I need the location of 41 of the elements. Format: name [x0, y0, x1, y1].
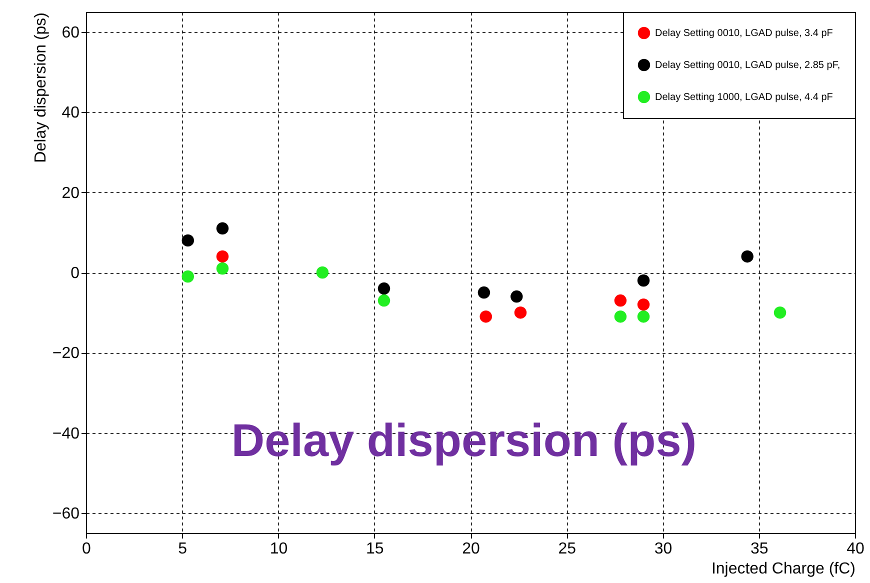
x-tick-label: 20	[462, 540, 480, 558]
x-tick-label: 5	[178, 540, 188, 558]
x-tick-label: 25	[558, 540, 576, 558]
x-tick-label: 40	[846, 540, 864, 558]
point	[637, 298, 650, 311]
point	[216, 262, 229, 275]
annotation: Delay dispersion (ps)	[231, 414, 697, 466]
point	[478, 286, 490, 299]
point	[378, 282, 390, 295]
x-tick-label: 35	[750, 540, 768, 558]
legend-label: Delay Setting 1000, LGAD pulse, 4.4 pF	[655, 92, 833, 103]
y-tick-label: −20	[52, 345, 80, 362]
y-tick-label: −40	[52, 425, 80, 442]
point	[514, 306, 527, 319]
point	[614, 294, 627, 307]
y-tick-label: 0	[70, 265, 80, 282]
point	[378, 294, 390, 307]
point	[614, 310, 627, 323]
legend-label: Delay Setting 0010, LGAD pulse, 3.4 pF	[655, 28, 833, 39]
x-tick-label: 30	[654, 540, 672, 558]
point	[510, 290, 523, 303]
y-tick-label: 40	[62, 104, 80, 122]
point	[741, 250, 754, 263]
point	[182, 270, 194, 283]
point	[480, 310, 492, 323]
point	[637, 310, 650, 323]
x-tick-label: 0	[82, 540, 92, 558]
y-tick-label: 60	[62, 24, 80, 42]
point	[182, 234, 194, 247]
point	[216, 222, 229, 235]
point	[216, 250, 229, 263]
point	[774, 306, 786, 319]
x-tick-label: 15	[366, 540, 384, 558]
legend-label: Delay Setting 0010, LGAD pulse, 2.85 pF,	[655, 60, 840, 71]
x-tick-label: 10	[270, 540, 288, 558]
y-tick-label: −60	[52, 505, 80, 522]
x-axis-title: Injected Charge (fC)	[711, 560, 856, 578]
y-tick-label: 20	[62, 184, 80, 202]
point	[316, 266, 329, 279]
y-axis-title: Delay dispersion (ps)	[32, 12, 50, 163]
point	[637, 274, 650, 287]
